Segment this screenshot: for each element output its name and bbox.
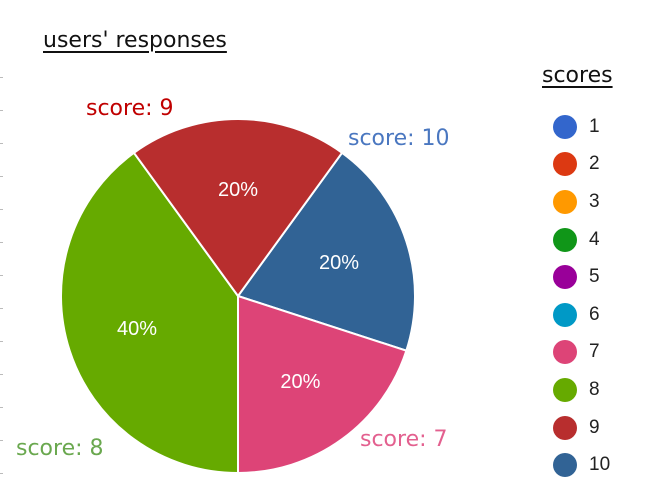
legend-swatch bbox=[553, 114, 577, 139]
legend-swatch bbox=[553, 227, 577, 252]
legend-label: 9 bbox=[589, 416, 600, 438]
legend-swatch bbox=[553, 302, 577, 327]
legend-swatch bbox=[553, 265, 577, 290]
tick-mark bbox=[0, 308, 3, 309]
tick-mark bbox=[0, 341, 3, 342]
legend-swatch bbox=[553, 453, 577, 478]
legend-label: 8 bbox=[589, 378, 600, 400]
legend-label: 6 bbox=[589, 303, 600, 325]
tick-mark bbox=[0, 110, 3, 111]
legend-label: 5 bbox=[589, 266, 600, 288]
callout-score-7: score: 7 bbox=[360, 427, 448, 452]
tick-mark bbox=[0, 407, 3, 408]
callout-score-8: score: 8 bbox=[16, 436, 104, 461]
pie-slice-score-9[interactable] bbox=[132, 118, 344, 298]
legend-label: 7 bbox=[589, 341, 600, 363]
legend-item[interactable]: 10 bbox=[553, 446, 610, 484]
slice-percent-label: 20% bbox=[218, 179, 258, 201]
legend-item[interactable]: 3 bbox=[553, 183, 610, 221]
tick-mark bbox=[0, 473, 3, 474]
legend-item[interactable]: 7 bbox=[553, 334, 610, 372]
legend-swatch bbox=[553, 415, 577, 440]
legend-item[interactable]: 8 bbox=[553, 371, 610, 409]
pie-slice-score-7[interactable] bbox=[237, 294, 408, 475]
tick-mark bbox=[0, 374, 3, 375]
slice-percent-label: 20% bbox=[319, 252, 359, 274]
legend-label: 4 bbox=[589, 228, 600, 250]
callout-score-9: score: 9 bbox=[86, 96, 174, 121]
tick-mark bbox=[0, 176, 3, 177]
tick-mark bbox=[0, 275, 3, 276]
legend-item[interactable]: 2 bbox=[553, 146, 610, 184]
tick-mark bbox=[0, 242, 3, 243]
legend-swatch bbox=[553, 377, 577, 402]
legend-title: scores bbox=[542, 63, 613, 88]
legend-item[interactable]: 4 bbox=[553, 221, 610, 259]
legend-item[interactable]: 1 bbox=[553, 108, 610, 146]
legend-label: 2 bbox=[589, 153, 600, 175]
legend-item[interactable]: 6 bbox=[553, 296, 610, 334]
tick-mark bbox=[0, 77, 3, 78]
tick-mark bbox=[0, 440, 3, 441]
legend-item[interactable]: 9 bbox=[553, 409, 610, 447]
chart-title: users' responses bbox=[43, 28, 227, 53]
legend: 1 2 3 4 5 6 7 8 9 10 bbox=[553, 108, 610, 484]
legend-swatch bbox=[553, 340, 577, 365]
tick-mark bbox=[0, 209, 3, 210]
legend-label: 3 bbox=[589, 190, 600, 212]
pie-slice-score-10[interactable] bbox=[236, 151, 416, 352]
legend-label: 1 bbox=[589, 115, 600, 137]
callout-score-10: score: 10 bbox=[348, 126, 450, 151]
tick-mark bbox=[0, 143, 3, 144]
pie-slice-score-8[interactable] bbox=[60, 151, 239, 475]
legend-label: 10 bbox=[589, 454, 611, 476]
legend-item[interactable]: 5 bbox=[553, 258, 610, 296]
legend-swatch bbox=[553, 152, 577, 177]
slice-percent-label: 20% bbox=[280, 371, 320, 393]
legend-swatch bbox=[553, 189, 577, 214]
slice-percent-label: 40% bbox=[117, 318, 157, 340]
